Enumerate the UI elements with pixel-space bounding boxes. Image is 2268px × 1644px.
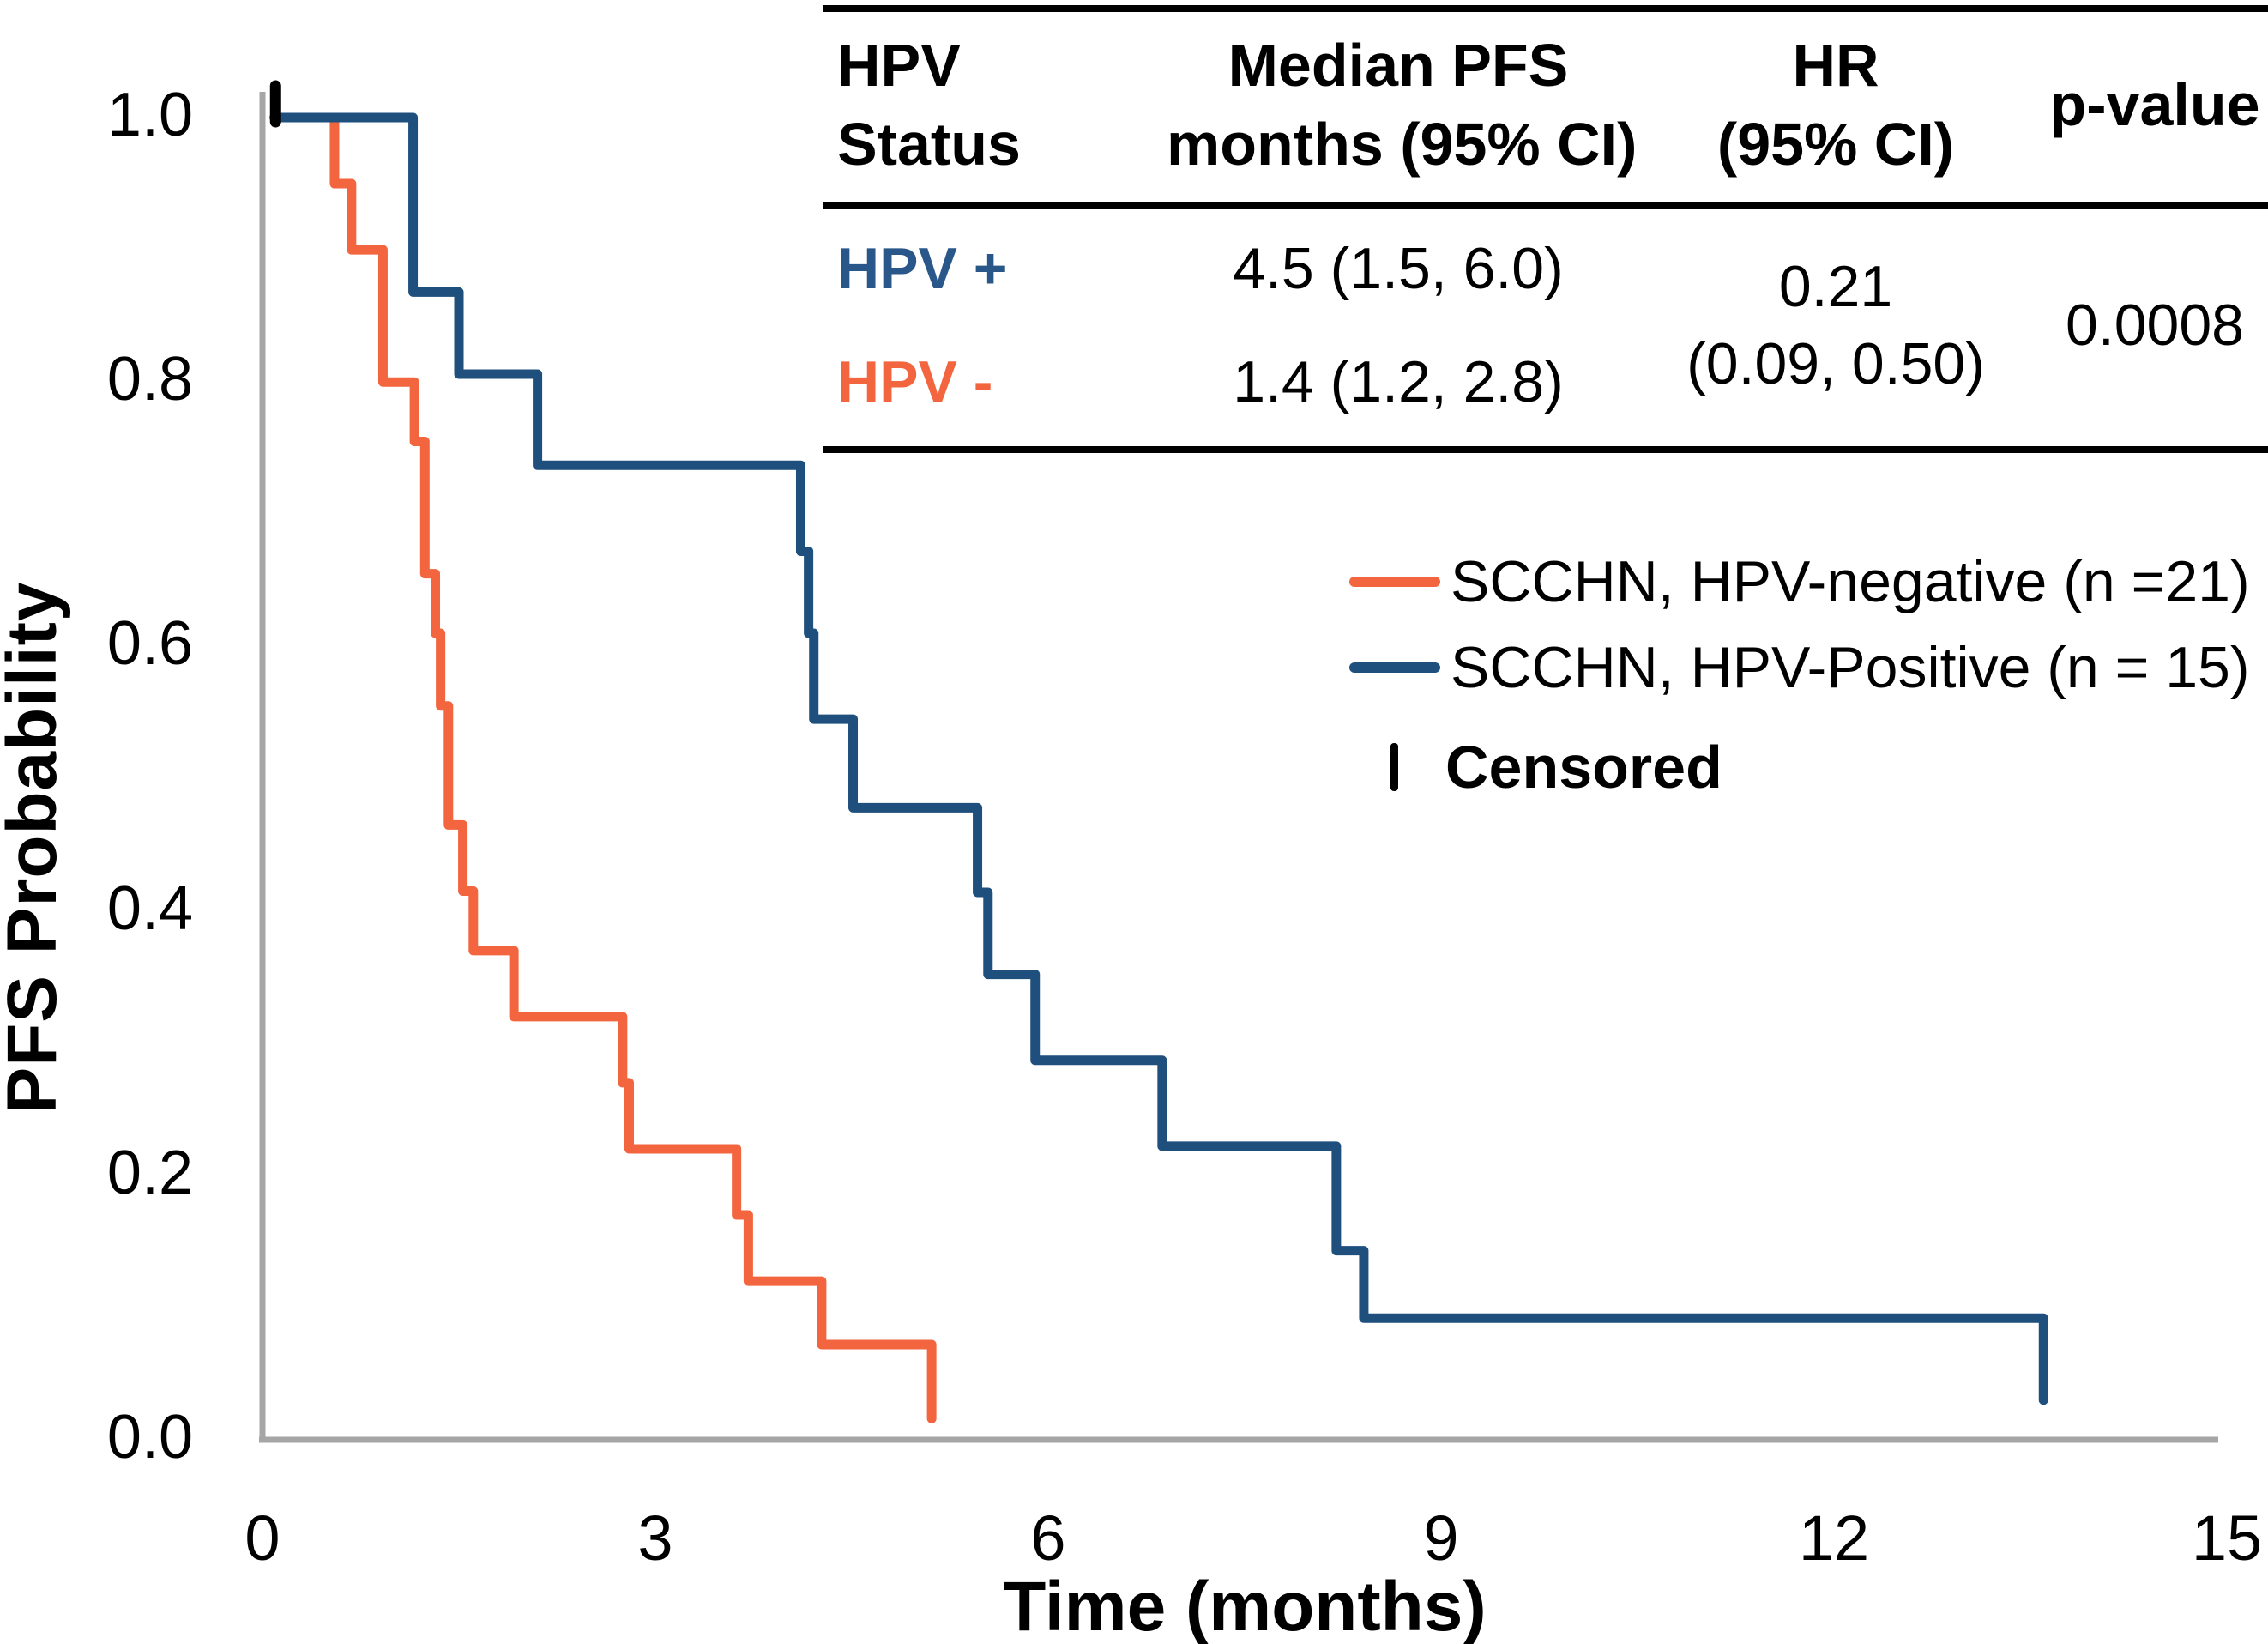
- status-column: HPV + HPV -: [823, 230, 1167, 420]
- stats-table-body: HPV + HPV - 4.5 (1.5, 6.0) 1.4 (1.2, 2.8…: [823, 209, 2268, 446]
- median-value: 4.5 (1.5, 6.0): [1233, 236, 1564, 301]
- x-axis-title: Time (months): [1003, 1568, 1487, 1644]
- legend-swatch: [1349, 577, 1440, 587]
- km-curve: [269, 112, 937, 1423]
- censored-tick-icon: [1390, 743, 1398, 791]
- y-tick-label: 0.0: [106, 1403, 193, 1472]
- y-tick-label: 0.2: [106, 1138, 193, 1207]
- y-tick-label: 1.0: [106, 81, 193, 149]
- median-value: 1.4 (1.2, 2.8): [1233, 349, 1564, 414]
- hpv-status-label: HPV +: [837, 236, 1008, 301]
- hr-ci: (0.09, 0.50): [1686, 331, 1985, 396]
- legend-swatch: [1349, 662, 1440, 673]
- legend-item-censored: Censored: [1349, 724, 2250, 810]
- chart-legend: SCCHN, HPV-negative (n =21) SCCHN, HPV-P…: [1349, 539, 2250, 810]
- legend-item-hpv-positive: SCCHN, HPV-Positive (n = 15): [1349, 625, 2250, 710]
- stats-table-header: HPV Status Median PFS months (95% CI) HR…: [823, 12, 2268, 209]
- legend-item-hpv-negative: SCCHN, HPV-negative (n =21): [1349, 539, 2250, 625]
- y-tick-label: 0.4: [106, 873, 193, 943]
- legend-label: SCCHN, HPV-Positive (n = 15): [1451, 635, 2250, 700]
- km-curve: [269, 112, 2048, 1405]
- x-tick-label: 6: [1030, 1502, 1066, 1574]
- legend-label: SCCHN, HPV-negative (n =21): [1451, 549, 2250, 614]
- y-tick-label: 0.8: [106, 345, 193, 414]
- median-column: 4.5 (1.5, 6.0) 1.4 (1.2, 2.8): [1167, 230, 1630, 420]
- x-tick-label: 0: [244, 1502, 280, 1574]
- x-tick-label: 15: [2191, 1502, 2263, 1574]
- hpv-status-label: HPV -: [837, 349, 993, 414]
- hr-cell: 0.21 (0.09, 0.50): [1630, 230, 2042, 420]
- header-hr: HR (95% CI): [1716, 32, 1955, 178]
- x-tick-label: 3: [637, 1502, 673, 1574]
- y-tick-label: 0.6: [106, 609, 193, 679]
- header-median-pfs: Median PFS months (95% CI): [1167, 32, 1638, 178]
- header-p-value: p-value: [2049, 71, 2260, 138]
- hr-value: 0.21: [1778, 254, 1893, 319]
- x-tick-label: 12: [1798, 1502, 1870, 1574]
- censored-label: Censored: [1445, 734, 1722, 801]
- stats-table: HPV Status Median PFS months (95% CI) HR…: [823, 5, 2268, 453]
- x-tick-label: 9: [1423, 1502, 1459, 1574]
- p-value-cell: 0.0008: [2066, 293, 2244, 358]
- header-hpv-status: HPV Status: [837, 32, 1021, 178]
